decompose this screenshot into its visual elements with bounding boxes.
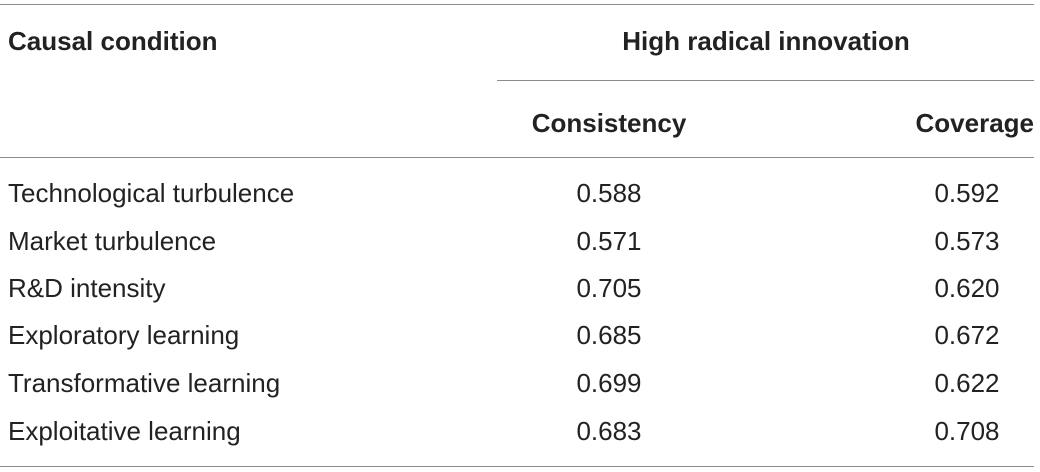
- coverage-cell: 0.620: [934, 273, 1000, 303]
- coverage-cell: 0.708: [934, 416, 1000, 446]
- coverage-header: Coverage: [915, 108, 1035, 138]
- coverage-cell: 0.592: [934, 178, 1000, 208]
- consistency-cell: 0.685: [576, 320, 642, 350]
- coverage-cell: 0.672: [934, 320, 1000, 350]
- consistency-cell: 0.683: [576, 416, 642, 446]
- coverage-cell: 0.622: [934, 368, 1000, 398]
- consistency-cell: 0.705: [576, 273, 642, 303]
- consistency-header: Consistency: [531, 108, 687, 138]
- condition-cell: Transformative learning: [8, 368, 281, 398]
- consistency-cell: 0.571: [576, 226, 642, 256]
- consistency-cell: 0.699: [576, 368, 642, 398]
- condition-cell: Market turbulence: [8, 226, 217, 256]
- causal-condition-header: Causal condition: [8, 26, 218, 56]
- consistency-cell: 0.588: [576, 178, 642, 208]
- table-bottom-rule: [0, 466, 1034, 467]
- condition-cell: R&D intensity: [8, 273, 166, 303]
- condition-cell: Technological turbulence: [8, 178, 295, 208]
- condition-cell: Exploratory learning: [8, 320, 240, 350]
- header-bottom-rule: [0, 157, 1034, 158]
- high-radical-innovation-header: High radical innovation: [622, 26, 910, 56]
- coverage-cell: 0.573: [934, 226, 1000, 256]
- group-header-rule: [497, 80, 1034, 81]
- condition-cell: Exploitative learning: [8, 416, 241, 446]
- table-top-rule: [0, 4, 1034, 5]
